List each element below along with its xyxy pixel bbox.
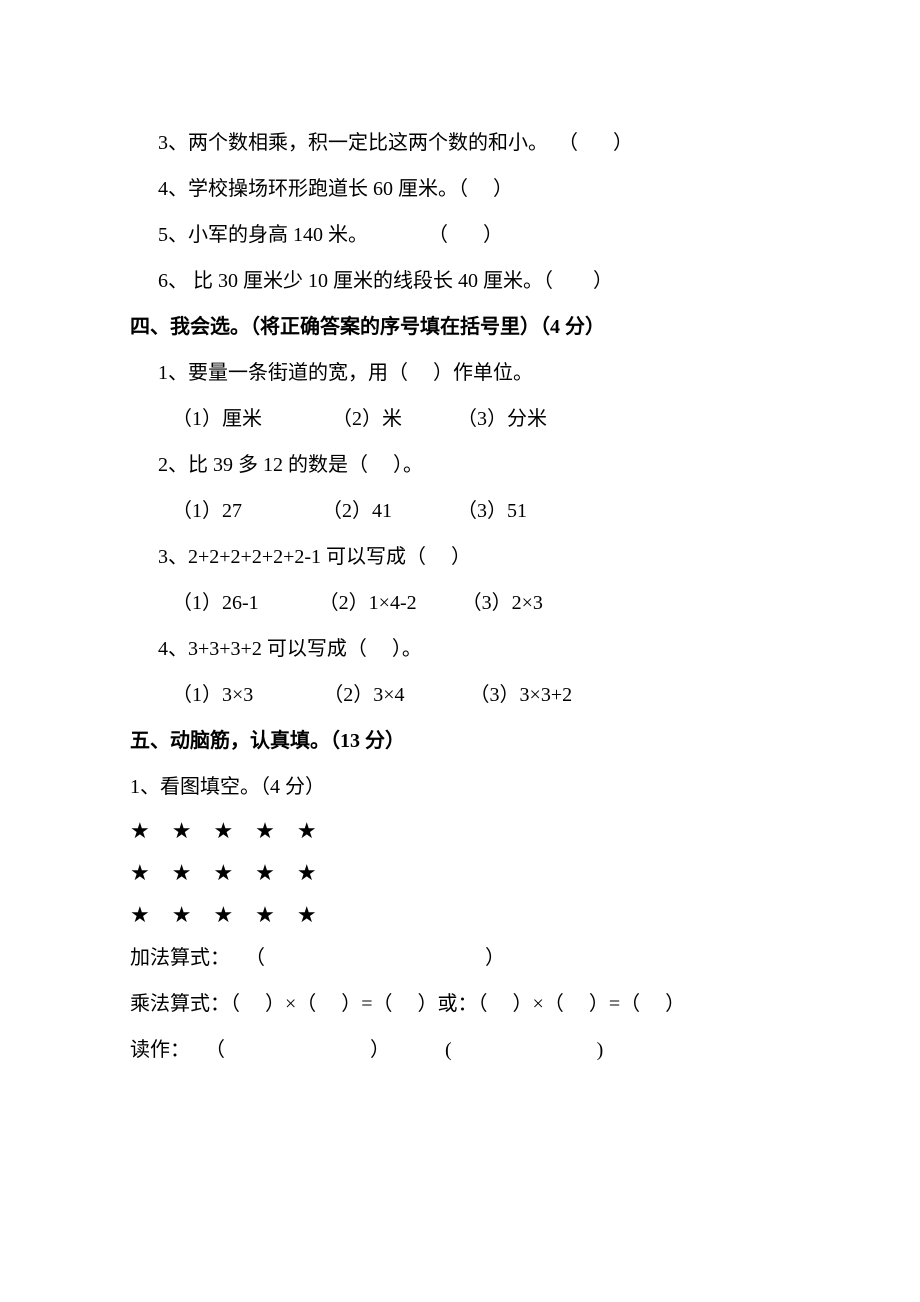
star-row-1: ★★★★★: [130, 810, 790, 852]
tf-item-4: 4、学校操场环形跑道长 60 厘米。（ ）: [130, 166, 790, 212]
star-row-3: ★★★★★: [130, 894, 790, 936]
s4-q4-options: （1）3×3 （2）3×4 （3）3×3+2: [130, 672, 790, 718]
s4-q2-options: （1）27 （2）41 （3）51: [130, 488, 790, 534]
s4-q1-options: （1）厘米 （2）米 （3）分米: [130, 396, 790, 442]
s4-q1-stem: 1、要量一条街道的宽，用（ ）作单位。: [130, 350, 790, 396]
multiplication-expression-line: 乘法算式：（ ）×（ ）=（ ）或：（ ）×（ ）=（ ）: [130, 981, 790, 1027]
tf-item-5: 5、小军的身高 140 米。 （ ）: [130, 212, 790, 258]
s4-q3-options: （1）26-1 （2）1×4-2 （3）2×3: [130, 580, 790, 626]
section-5-heading: 五、动脑筋，认真填。（13 分）: [130, 718, 790, 764]
addition-expression-line: 加法算式： （ ）: [130, 935, 790, 981]
s4-q2-stem: 2、比 39 多 12 的数是（ ）。: [130, 442, 790, 488]
tf-item-6: 6、 比 30 厘米少 10 厘米的线段长 40 厘米。（ ）: [130, 258, 790, 304]
s4-q4-stem: 4、3+3+3+2 可以写成（ ）。: [130, 626, 790, 672]
tf-item-3: 3、两个数相乘，积一定比这两个数的和小。 （ ）: [130, 120, 790, 166]
s5-q1-lead: 1、看图填空。（4 分）: [130, 764, 790, 810]
s4-q3-stem: 3、2+2+2+2+2+2-1 可以写成（ ）: [130, 534, 790, 580]
read-as-line: 读作： （ ） ( ): [130, 1027, 790, 1073]
document-page: 3、两个数相乘，积一定比这两个数的和小。 （ ） 4、学校操场环形跑道长 60 …: [0, 0, 920, 1302]
section-4-heading: 四、我会选。（将正确答案的序号填在括号里）（4 分）: [130, 304, 790, 350]
star-row-2: ★★★★★: [130, 852, 790, 894]
